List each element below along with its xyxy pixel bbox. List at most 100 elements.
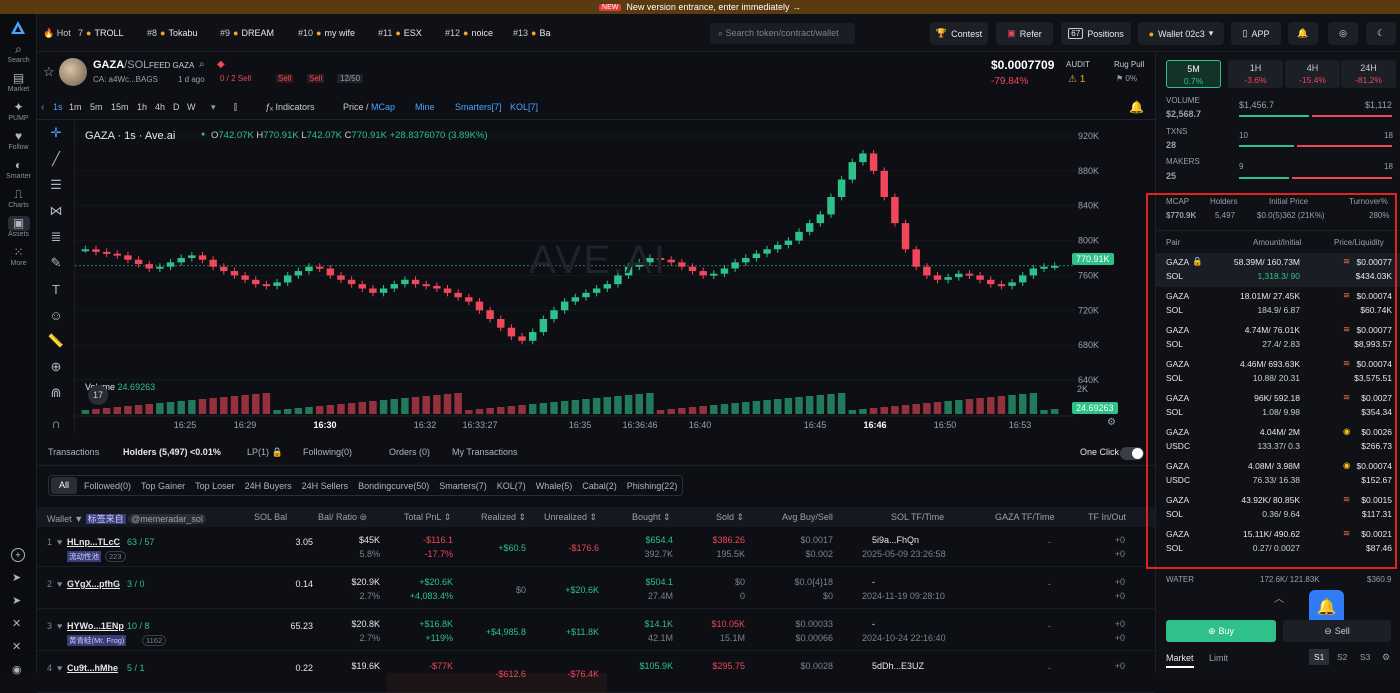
heart-icon[interactable]: ♥ — [57, 621, 63, 631]
nav-item-pump[interactable]: ✦ PUMP — [0, 100, 37, 122]
filter-chip[interactable]: All — [51, 477, 78, 494]
wallet-button[interactable]: ● Wallet 02c3 ▾ — [1138, 22, 1224, 45]
col-unrealized[interactable]: Unrealized ⇕ — [544, 512, 598, 522]
col-bal-ratio[interactable]: Bal/ Ratio ⊜ — [318, 512, 368, 522]
interval-1s[interactable]: 1s — [53, 102, 63, 112]
filter-chip[interactable]: Followed(0) — [84, 480, 132, 491]
nav-item-smarter[interactable]: ◐ Smarter — [0, 158, 37, 180]
table-row[interactable]: 4 ♥ Cu9t...hMhe 5 / 1 0.22 $19.6K -$77K -$612.6… — [37, 653, 1155, 693]
price-mcap-toggle[interactable]: Price / MCap — [343, 102, 396, 112]
sell-button[interactable]: ⊖ Sell — [1283, 620, 1391, 642]
interval-4h[interactable]: 4h — [155, 102, 166, 112]
timeframe-24H[interactable]: 24H -81.2% — [1341, 60, 1396, 88]
pair-row[interactable]: GAZA SOL 96K/ 592.18 1.08/ 9.98 ≋ $0.0027 $354… — [1156, 389, 1400, 423]
settings-icon[interactable]: ⚙ — [1382, 652, 1391, 662]
trash-icon[interactable]: ∩ — [51, 415, 61, 431]
language-button[interactable]: ◎ — [1328, 22, 1358, 45]
pair-row[interactable]: GAZA SOL 15.11K/ 490.62 0.27/ 0.0027 ≋ $0.002… — [1156, 525, 1400, 559]
horizontal-lines-icon[interactable]: ☰ — [50, 177, 62, 192]
wallet-address[interactable]: HYWo...1ENp — [67, 621, 124, 631]
filter-chip[interactable]: Phishing(22) — [626, 480, 678, 491]
discord-icon[interactable]: ◉ — [12, 664, 22, 676]
wallet-address[interactable]: Cu9t...hMhe — [67, 663, 118, 673]
preset-s3[interactable]: S3 — [1360, 652, 1371, 662]
filter-chip[interactable]: Bondingcurve(50) — [358, 480, 430, 491]
interval-15m[interactable]: 15m — [111, 102, 129, 112]
magnet-icon[interactable]: ⋒ — [50, 385, 62, 400]
tab-my-transactions[interactable]: My Transactions — [452, 447, 518, 457]
interval-W[interactable]: W — [187, 102, 196, 112]
settings-icon[interactable]: ⚙ — [1107, 417, 1116, 428]
kol-toggle[interactable]: KOL[7] — [510, 102, 539, 112]
heart-icon[interactable]: ♥ — [57, 537, 63, 547]
tab-market[interactable]: Market — [1166, 653, 1194, 668]
tab-limit[interactable]: Limit — [1209, 653, 1229, 663]
collapse-icon[interactable]: ‹ — [41, 102, 45, 113]
zoom-in-icon[interactable]: ⊕ — [50, 359, 62, 374]
search-input[interactable]: ⌕ Search token/contract/wallet — [710, 23, 855, 44]
tab-following[interactable]: Following(0) — [303, 447, 353, 457]
pair-row[interactable]: GAZA USDC 4.04M/ 2M 133.37/ 0.3 ◉ $0.0026 $266… — [1156, 423, 1400, 457]
col-bought[interactable]: Bought ⇕ — [632, 512, 671, 522]
sol-tf-address[interactable]: - — [872, 619, 875, 629]
interval-5m[interactable]: 5m — [90, 102, 103, 112]
interval-1m[interactable]: 1m — [69, 102, 82, 112]
trending-item[interactable]: #8 ● Tokabu — [147, 28, 198, 38]
pair-row[interactable]: GAZA SOL 4.74M/ 76.01K 27.4/ 2.83 ≋ $0.00077 $… — [1156, 321, 1400, 355]
price-chart[interactable]: 920K 880K 840K 800K 760K 720K 680K 640K 16:25 16:… — [75, 120, 1155, 435]
trending-item[interactable]: #10 ● my wife — [298, 28, 355, 38]
rugpull-label[interactable]: Rug Pull — [1114, 60, 1145, 69]
filter-chip[interactable]: 24H Sellers — [301, 480, 349, 491]
nav-item-more[interactable]: ⁙ More — [0, 245, 37, 267]
pair-row[interactable]: GAZA SOL 43.92K/ 80.85K 0.36/ 9.64 ≋ $0.0015 $… — [1156, 491, 1400, 525]
tab-lp[interactable]: LP(1) 🔒 — [247, 447, 283, 457]
filter-chip[interactable]: KOL(7) — [496, 480, 526, 491]
banner-text[interactable]: New version entrance, enter immediately … — [626, 2, 801, 12]
trending-item[interactable]: #12 ● noice — [445, 28, 493, 38]
chevron-down-icon[interactable]: ▾ — [211, 102, 216, 112]
buy-button[interactable]: ⊕ Buy — [1166, 620, 1276, 642]
pair-row[interactable]: GAZA SOL 18.01M/ 27.45K 184.9/ 6.87 ≋ $0.0007… — [1156, 287, 1400, 321]
trending-item[interactable]: 🔥 Hot — [43, 28, 71, 38]
timeframe-5M[interactable]: 5M 0.7% — [1166, 60, 1221, 88]
crosshair-icon[interactable]: ✛ — [50, 125, 62, 140]
tab-transactions[interactable]: Transactions — [48, 447, 100, 457]
filter-chip[interactable]: Smarters(7) — [439, 480, 487, 491]
x-icon[interactable]: ✕ — [12, 618, 22, 630]
refer-button[interactable]: ▣ Refer — [996, 22, 1053, 45]
filter-chip[interactable]: 24H Buyers — [244, 480, 292, 491]
indicators-button[interactable]: ƒₓ Indicators — [265, 102, 315, 112]
timeframe-4H[interactable]: 4H -15.4% — [1285, 60, 1340, 88]
positions-button[interactable]: 67 Positions — [1061, 22, 1131, 45]
wallet-address[interactable]: HLnp...TLcC — [67, 537, 120, 547]
table-row[interactable]: 2 ♥ GYgX...pfhG 3 / 0 0.14 $20.9K 2.7% +$20.6K +… — [37, 569, 1155, 609]
announcement-banner[interactable]: NEW New version entrance, enter immediat… — [0, 0, 1400, 14]
emoji-icon[interactable]: ☺ — [49, 307, 63, 323]
pair-row[interactable]: GAZA USDC 4.08M/ 3.98M 76.33/ 16.38 ◉ $0.0007… — [1156, 457, 1400, 491]
tab-holders[interactable]: Holders (5,497) <0.01% — [123, 447, 221, 457]
pair-row[interactable]: GAZA SOL 58.39M/ 160.73M 1,318.3/ 90 ≋ $0.000… — [1156, 253, 1400, 287]
sol-tf-address[interactable]: 5dDh...E3UZ — [872, 661, 925, 671]
add-icon[interactable]: + — [11, 548, 25, 562]
filter-chip[interactable]: Cabal(2) — [582, 480, 617, 491]
search-icon[interactable]: ⌕ — [199, 59, 205, 70]
sol-tf-address[interactable]: - — [872, 577, 875, 587]
interval-1h[interactable]: 1h — [137, 102, 148, 112]
trending-item[interactable]: #9 ● DREAM — [220, 28, 274, 38]
trendline-icon[interactable]: ╱ — [52, 151, 60, 166]
telegram-icon[interactable]: ➤ — [12, 572, 22, 584]
audit-label[interactable]: AUDIT — [1066, 60, 1090, 69]
interval-D[interactable]: D — [173, 102, 180, 112]
trending-item[interactable]: 7 ● TROLL — [78, 28, 124, 38]
notification-bell-button[interactable]: 🔔 — [1309, 590, 1344, 625]
ruler-icon[interactable]: 📏 — [47, 333, 65, 348]
pair-row[interactable]: GAZA SOL 4.46M/ 693.63K 10.88/ 20.31 ≋ $0.000… — [1156, 355, 1400, 389]
alert-bell-icon[interactable]: 🔔 — [1129, 100, 1144, 114]
nav-item-search[interactable]: ⌕ Search — [0, 42, 37, 64]
filter-chip[interactable]: Top Loser — [195, 480, 235, 491]
pattern-icon[interactable]: ⋈ — [49, 203, 63, 218]
col-realized[interactable]: Realized ⇕ — [481, 512, 527, 522]
table-row[interactable]: 3 ♥ HYWo...1ENp 10 / 8 黄青蛙(Mr. Frog) 1162 65.2… — [37, 611, 1155, 651]
contract-address[interactable]: CA: a4Wc...BAGS — [93, 75, 158, 84]
preset-s1[interactable]: S1 — [1309, 649, 1330, 665]
